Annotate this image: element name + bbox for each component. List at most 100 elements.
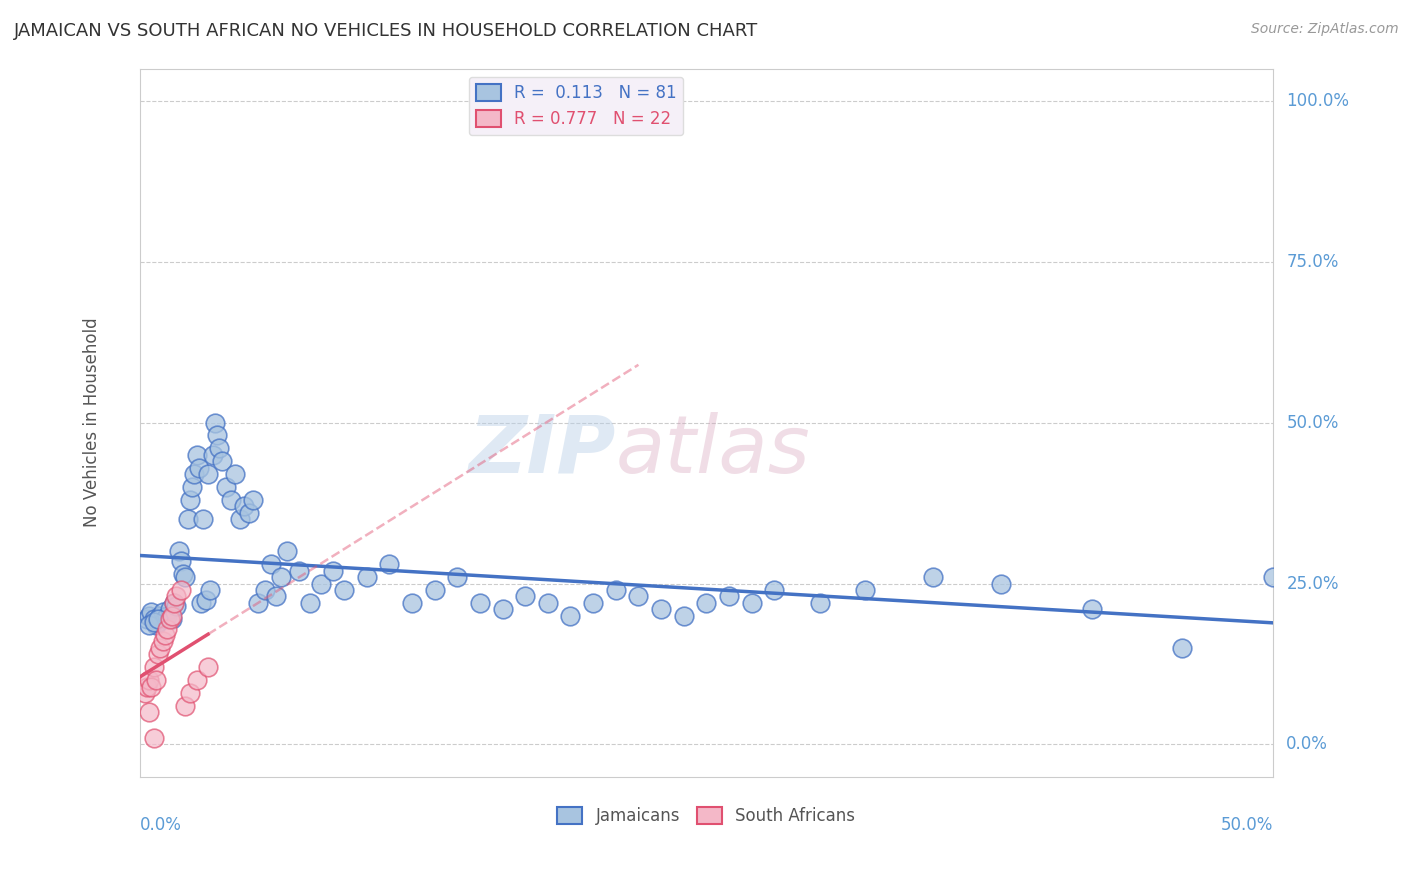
Point xyxy=(808,596,831,610)
Point xyxy=(142,731,165,745)
Point xyxy=(446,570,468,584)
Point xyxy=(153,612,176,626)
Point xyxy=(378,558,401,572)
Point xyxy=(515,590,537,604)
Point xyxy=(537,596,560,610)
Point xyxy=(605,582,627,597)
Point xyxy=(205,428,228,442)
Point xyxy=(270,570,292,584)
Point xyxy=(197,467,219,481)
Point xyxy=(1171,640,1194,655)
Point xyxy=(194,592,217,607)
Point xyxy=(142,612,165,626)
Point xyxy=(853,582,876,597)
Point xyxy=(159,602,181,616)
Point xyxy=(179,686,201,700)
Point xyxy=(190,596,212,610)
Point xyxy=(149,608,172,623)
Point xyxy=(491,602,513,616)
Point xyxy=(264,590,287,604)
Point xyxy=(242,492,264,507)
Point xyxy=(468,596,491,610)
Point xyxy=(211,454,233,468)
Point xyxy=(160,608,183,623)
Point xyxy=(179,492,201,507)
Point xyxy=(141,606,163,620)
Text: 50.0%: 50.0% xyxy=(1220,815,1272,833)
Point xyxy=(560,608,582,623)
Point xyxy=(224,467,246,481)
Point xyxy=(142,660,165,674)
Point xyxy=(152,634,174,648)
Point xyxy=(650,602,672,616)
Point xyxy=(219,492,242,507)
Point xyxy=(148,615,170,629)
Point xyxy=(298,596,321,610)
Point xyxy=(260,558,283,572)
Point xyxy=(246,596,269,610)
Text: atlas: atlas xyxy=(616,412,810,490)
Text: JAMAICAN VS SOUTH AFRICAN NO VEHICLES IN HOUSEHOLD CORRELATION CHART: JAMAICAN VS SOUTH AFRICAN NO VEHICLES IN… xyxy=(14,22,758,40)
Point xyxy=(204,416,226,430)
Point xyxy=(163,596,186,610)
Point xyxy=(170,554,193,568)
Point xyxy=(165,599,187,613)
Point xyxy=(672,608,695,623)
Point xyxy=(238,506,260,520)
Point xyxy=(186,673,208,687)
Point xyxy=(156,622,179,636)
Point xyxy=(135,612,157,626)
Point xyxy=(233,500,256,514)
Point xyxy=(167,544,190,558)
Point xyxy=(1261,570,1284,584)
Point xyxy=(423,582,446,597)
Point xyxy=(582,596,605,610)
Point xyxy=(174,698,197,713)
Point xyxy=(990,576,1012,591)
Point xyxy=(153,628,176,642)
Point xyxy=(160,612,183,626)
Point xyxy=(135,680,157,694)
Point xyxy=(138,673,160,687)
Text: 100.0%: 100.0% xyxy=(1286,92,1350,110)
Text: 0.0%: 0.0% xyxy=(1286,735,1329,754)
Text: 0.0%: 0.0% xyxy=(141,815,181,833)
Legend: Jamaicans, South Africans: Jamaicans, South Africans xyxy=(551,800,862,832)
Point xyxy=(356,570,378,584)
Point xyxy=(138,705,160,719)
Point xyxy=(201,448,224,462)
Point xyxy=(1080,602,1102,616)
Point xyxy=(401,596,423,610)
Point xyxy=(333,582,356,597)
Point xyxy=(276,544,298,558)
Point xyxy=(163,596,186,610)
Point xyxy=(627,590,650,604)
Point xyxy=(763,582,786,597)
Point xyxy=(148,612,170,626)
Text: ZIP: ZIP xyxy=(468,412,616,490)
Text: No Vehicles in Household: No Vehicles in Household xyxy=(83,318,101,527)
Point xyxy=(141,680,163,694)
Point xyxy=(287,564,309,578)
Point xyxy=(138,618,160,632)
Point xyxy=(152,606,174,620)
Point xyxy=(186,448,208,462)
Point xyxy=(311,576,333,591)
Point xyxy=(322,564,344,578)
Point xyxy=(138,608,160,623)
Point xyxy=(181,480,204,494)
Point xyxy=(142,615,165,629)
Point xyxy=(718,590,741,604)
Point xyxy=(229,512,252,526)
Point xyxy=(741,596,763,610)
Text: Source: ZipAtlas.com: Source: ZipAtlas.com xyxy=(1251,22,1399,37)
Point xyxy=(183,467,205,481)
Point xyxy=(165,590,187,604)
Point xyxy=(159,612,181,626)
Point xyxy=(193,512,215,526)
Point xyxy=(188,460,211,475)
Point xyxy=(145,673,167,687)
Point xyxy=(174,570,197,584)
Point xyxy=(200,582,222,597)
Point xyxy=(197,660,219,674)
